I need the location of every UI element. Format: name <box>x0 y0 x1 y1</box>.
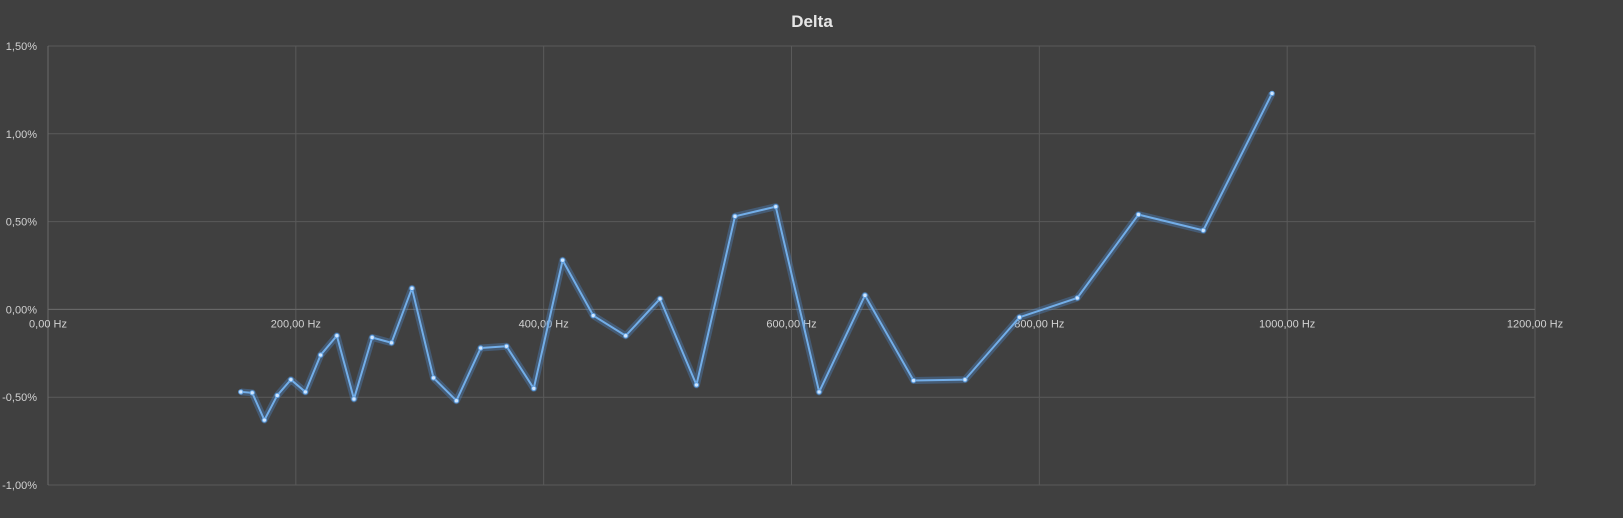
data-point <box>816 389 822 395</box>
series-line <box>240 92 1273 422</box>
x-tick-label: 0,00 Hz <box>29 318 67 330</box>
data-point <box>302 389 309 395</box>
data-point <box>1135 211 1142 218</box>
data-point <box>317 352 324 358</box>
data-point <box>773 203 779 210</box>
data-point <box>910 377 917 384</box>
data-point <box>478 345 484 351</box>
x-tick-label: 800,00 Hz <box>1014 318 1064 330</box>
data-point <box>590 312 596 319</box>
data-point <box>962 376 968 383</box>
data-point <box>288 376 294 383</box>
data-point <box>334 333 340 339</box>
data-point <box>1074 295 1080 301</box>
y-tick-label: 1,50% <box>6 41 37 53</box>
y-tick-label: 0,00% <box>6 304 37 316</box>
series-line-glow <box>240 91 1276 424</box>
data-point <box>351 396 357 402</box>
x-axis-tick-labels: 0,00 Hz 200,00 Hz 400,00 Hz 600,00 Hz 800,00… <box>29 318 1563 330</box>
data-point <box>409 285 415 292</box>
data-point <box>249 390 255 396</box>
data-point <box>559 257 566 263</box>
data-point <box>503 343 510 349</box>
x-tick-label: 200,00 Hz <box>271 318 321 330</box>
data-point <box>369 334 375 341</box>
series-delta <box>238 90 1276 424</box>
data-point <box>1016 314 1023 321</box>
data-point <box>274 392 280 399</box>
data-point <box>238 389 244 395</box>
data-point <box>693 382 700 388</box>
y-tick-label: -1,00% <box>2 480 37 492</box>
data-point <box>261 417 268 423</box>
chart-title: Delta <box>791 12 833 31</box>
gridlines <box>47 45 1536 486</box>
y-tick-label: 1,00% <box>6 129 37 141</box>
data-point <box>430 375 437 381</box>
data-point <box>453 398 460 404</box>
x-tick-label: 600,00 Hz <box>766 318 816 330</box>
x-tick-label: 1200,00 Hz <box>1507 318 1563 330</box>
data-point <box>862 292 868 299</box>
data-point <box>388 340 395 346</box>
x-tick-label: 1000,00 Hz <box>1259 318 1315 330</box>
x-tick-label: 400,00 Hz <box>519 318 569 330</box>
data-point <box>531 385 537 392</box>
data-point <box>657 296 663 302</box>
y-tick-label: 0,50% <box>6 217 37 229</box>
data-point <box>732 213 738 220</box>
y-tick-label: -0,50% <box>2 392 37 404</box>
y-axis-tick-labels: 1,50% 1,00% 0,50% 0,00% -0,50% -1,00% <box>2 41 37 492</box>
data-point <box>622 333 629 339</box>
data-point <box>1200 227 1206 234</box>
data-point <box>1269 90 1275 97</box>
